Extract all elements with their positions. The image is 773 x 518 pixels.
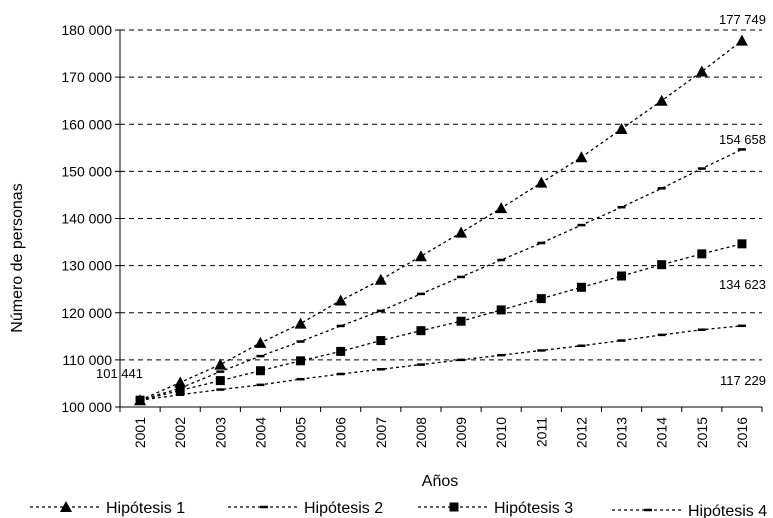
data-point <box>294 317 307 329</box>
data-point <box>334 294 347 306</box>
data-point <box>296 356 306 366</box>
y-tick-label: 160 000 <box>61 116 112 132</box>
series-3 <box>135 239 747 405</box>
data-point <box>455 226 468 238</box>
data-point <box>575 151 588 163</box>
legend-item: Hipótesis 4 <box>612 503 767 518</box>
series-2 <box>136 148 746 402</box>
data-label: 154 658 <box>719 132 766 147</box>
series-line <box>139 243 743 401</box>
series-line <box>139 40 743 401</box>
data-labels: 101 441 177 749 154 658 134 623 117 229 <box>96 12 766 388</box>
data-point <box>657 260 667 270</box>
x-tick-label: 2014 <box>654 417 670 448</box>
data-point <box>697 249 707 259</box>
axes: 100 000 110 000 120 000 130 000 140 000 150 0… <box>61 22 763 448</box>
data-label: 134 623 <box>719 277 766 292</box>
y-tick-label: 180 000 <box>61 22 112 38</box>
data-point <box>254 336 267 348</box>
x-tick-label: 2015 <box>694 417 710 448</box>
x-tick-label: 2016 <box>734 417 750 448</box>
data-point <box>255 366 265 376</box>
data-point <box>615 122 628 134</box>
y-tick-label: 150 000 <box>61 163 112 179</box>
data-point <box>376 336 386 346</box>
y-tick-label: 120 000 <box>61 305 112 321</box>
data-point <box>214 358 227 370</box>
legend-marker <box>60 501 72 512</box>
data-point <box>735 34 748 46</box>
legend-item: Hipótesis 1 <box>30 500 185 517</box>
data-point <box>414 250 427 262</box>
series-line <box>139 148 743 401</box>
data-label: 101 441 <box>96 366 143 381</box>
legend-marker <box>449 502 459 512</box>
x-tick-label: 2011 <box>533 417 549 447</box>
data-point <box>617 271 627 281</box>
x-tick-label: 2001 <box>132 417 148 448</box>
y-tick-label: 130 000 <box>61 258 112 274</box>
y-tick-label: 140 000 <box>61 211 112 227</box>
x-tick-label: 2002 <box>172 417 188 448</box>
data-point <box>737 239 747 249</box>
data-point <box>655 94 668 106</box>
data-point <box>336 346 346 356</box>
x-tick-label: 2006 <box>333 417 349 448</box>
data-point <box>535 176 548 188</box>
x-tick-label: 2007 <box>373 417 389 448</box>
data-point <box>175 386 185 396</box>
series-line <box>139 325 743 401</box>
y-axis-title: Número de personas <box>9 183 26 332</box>
series-4 <box>136 324 746 402</box>
x-tick-label: 2003 <box>212 417 228 448</box>
data-point <box>496 305 506 315</box>
x-tick-label: 2009 <box>453 417 469 448</box>
legend-label: Hipótesis 1 <box>106 500 185 517</box>
y-tick-label: 110 000 <box>62 352 112 368</box>
y-tick-label: 100 000 <box>61 399 112 415</box>
legend-label: Hipótesis 2 <box>304 500 383 517</box>
x-tick-label: 2013 <box>614 417 630 448</box>
data-point <box>374 273 387 285</box>
x-tick-label: 2010 <box>493 417 509 448</box>
data-label: 177 749 <box>719 12 766 27</box>
data-label: 117 229 <box>720 373 766 388</box>
legend-item: Hipótesis 2 <box>228 500 383 517</box>
data-point <box>416 326 426 336</box>
data-point <box>456 316 466 326</box>
y-tick-label: 170 000 <box>61 69 112 85</box>
grid <box>120 29 762 361</box>
series <box>134 34 748 406</box>
legend-item: Hipótesis 3 <box>418 500 573 517</box>
legend-label: Hipótesis 3 <box>494 500 573 517</box>
data-point <box>576 282 586 292</box>
data-point <box>695 65 708 77</box>
series-1 <box>134 34 748 406</box>
data-point <box>536 294 546 304</box>
x-tick-label: 2004 <box>252 417 268 448</box>
x-axis-title: Años <box>422 473 458 490</box>
data-point <box>215 376 225 386</box>
x-tick-label: 2005 <box>293 417 309 448</box>
x-tick-label: 2012 <box>573 417 589 448</box>
x-tick-label: 2008 <box>413 417 429 448</box>
legend: Hipótesis 1 Hipótesis 2 Hipótesis 3 Hipótes… <box>30 500 767 518</box>
data-point <box>174 376 187 388</box>
data-point <box>495 202 508 214</box>
legend-label: Hipótesis 4 <box>688 503 767 518</box>
